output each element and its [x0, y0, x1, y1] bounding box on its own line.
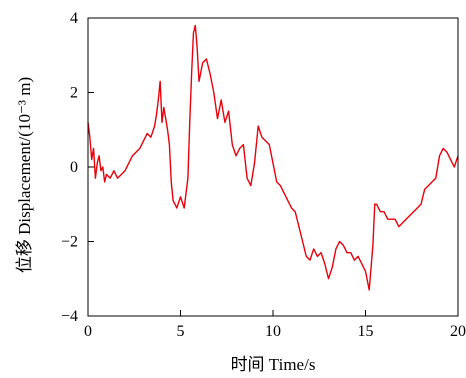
x-axis-title: 时间 Time/s: [231, 355, 316, 374]
series-line-displacement: [87, 24, 459, 291]
y-tick-label: 0: [70, 159, 78, 176]
x-tick-label: 20: [450, 323, 466, 340]
x-tick-label: 0: [84, 323, 92, 340]
y-axis-title: 位移 Displacement/(10⁻³ m): [15, 77, 34, 273]
x-axis: 0 5 10 15 20: [84, 310, 466, 340]
y-tick-label: −4: [61, 308, 78, 325]
y-tick-label: 2: [70, 85, 78, 102]
x-tick-label: 10: [265, 323, 281, 340]
y-tick-label: 4: [70, 10, 78, 27]
x-tick-label: 15: [358, 323, 374, 340]
y-tick-label: −2: [61, 234, 78, 251]
plot-frame: [87, 17, 459, 317]
y-axis: 4 2 0 −2 −4: [61, 10, 94, 325]
x-tick-label: 5: [177, 323, 185, 340]
